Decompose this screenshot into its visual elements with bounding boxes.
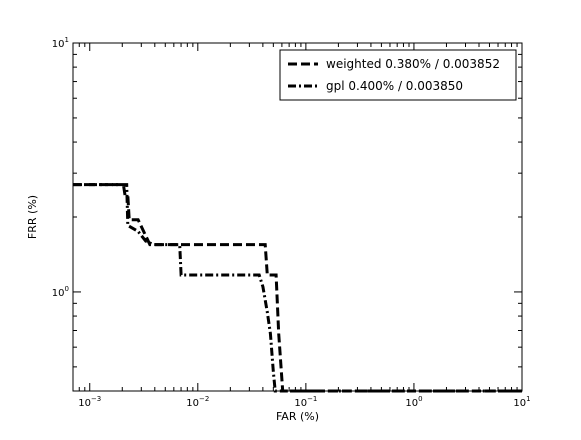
legend: weighted 0.380% / 0.003852 gpl 0.400% / 0…	[279, 49, 517, 101]
legend-label-1: weighted 0.380% / 0.003852	[326, 57, 500, 71]
y-tick-label-1: 101	[52, 36, 69, 50]
y-axis-label: FRR (%)	[26, 195, 39, 239]
x-tick-label-3: 100	[405, 395, 422, 409]
legend-box	[279, 49, 517, 101]
x-tick-label-2: 10−1	[294, 395, 317, 409]
legend-label-2: gpl 0.400% / 0.003850	[326, 79, 463, 93]
x-tick-label-0: 10−3	[78, 395, 101, 409]
y-tick-label-0: 100	[52, 285, 69, 299]
chart-marks	[73, 183, 522, 393]
series-line-2	[73, 183, 522, 393]
x-tick-label-4: 101	[513, 395, 530, 409]
x-tick-label-1: 10−2	[186, 395, 209, 409]
x-axis-label: FAR (%)	[276, 410, 319, 423]
series-line-1	[73, 183, 522, 393]
